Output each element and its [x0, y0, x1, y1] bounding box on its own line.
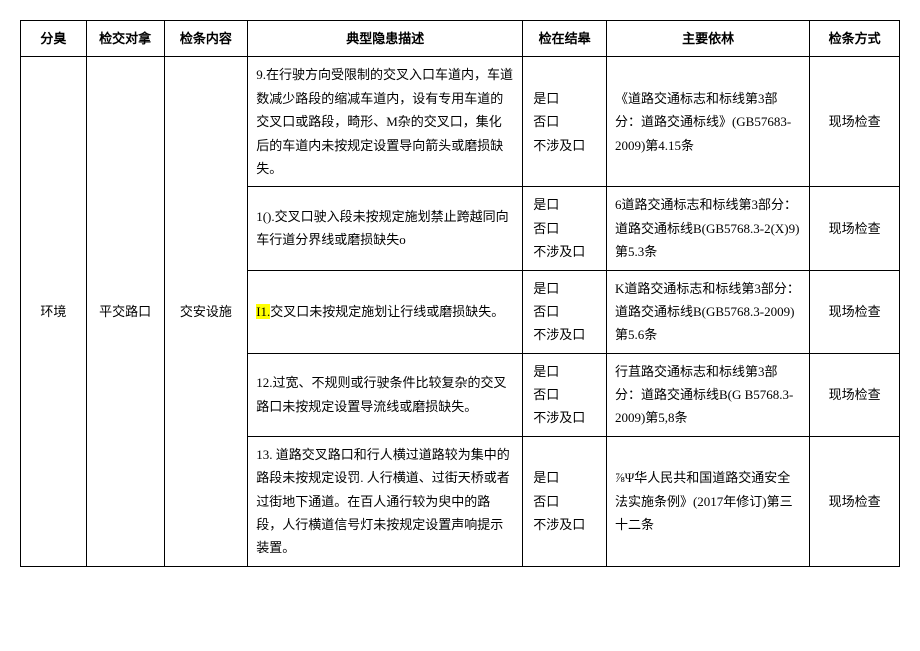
result-na: 不涉及口 [533, 513, 598, 536]
cell-basis: K道路交通标志和标线第3部分：道路交通标线B(GB5768.3-2009)第5.… [606, 270, 809, 353]
desc-text: 在行驶方向受限制的交叉入口车道内，车道数减少路段的缩减车道内，设有专用车道的交叉… [256, 67, 513, 176]
header-cat: 分臭 [21, 21, 87, 57]
desc-number: 1(). [256, 209, 274, 224]
cell-result: 是口否口不涉及口 [523, 187, 607, 270]
cell-method: 现场检查 [810, 270, 900, 353]
cell-result: 是口否口不涉及口 [523, 436, 607, 566]
desc-text: 道路交叉路口和行人横过道路较为集中的路段未按规定设罚. 人行横道、过街天桥或者过… [256, 447, 510, 556]
desc-text: 交叉口未按规定施划让行线或磨损缺失。 [270, 304, 504, 319]
cell-method: 现场检查 [810, 436, 900, 566]
result-na: 不涉及口 [533, 323, 598, 346]
cell-content: 交安设施 [164, 57, 248, 566]
cell-result: 是口否口不涉及口 [523, 57, 607, 187]
cell-description: I1.交叉口未按规定施划让行线或磨损缺失。 [248, 270, 523, 353]
cell-basis: 《道路交通标志和标线第3部分：道路交通标线》(GB57683-2009)第4.1… [606, 57, 809, 187]
desc-number: 9. [256, 67, 266, 82]
cell-method: 现场检查 [810, 57, 900, 187]
inspection-table: 分臭 检交对拿 检条内容 典型隐患描述 检在结皋 主要依林 检条方式 环境平交路… [20, 20, 900, 567]
table-body: 环境平交路口交安设施9.在行驶方向受限制的交叉入口车道内，车道数减少路段的缩减车… [21, 57, 900, 566]
desc-text: 交叉口驶入段未按规定施划禁止跨越同向车行道分界线或磨损缺失o [256, 209, 508, 247]
header-content: 检条内容 [164, 21, 248, 57]
cell-basis: 6道路交通标志和标线第3部分：道路交通标线B(GB5768.3-2(X)9)第5… [606, 187, 809, 270]
result-na: 不涉及口 [533, 406, 598, 429]
header-method: 检条方式 [810, 21, 900, 57]
header-result: 检在结皋 [523, 21, 607, 57]
cell-method: 现场检查 [810, 187, 900, 270]
header-obj: 检交对拿 [86, 21, 164, 57]
result-yes: 是口 [533, 193, 598, 216]
cell-description: 1().交叉口驶入段未按规定施划禁止跨越同向车行道分界线或磨损缺失o [248, 187, 523, 270]
result-na: 不涉及口 [533, 240, 598, 263]
cell-basis: 行苴路交通标志和标线第3部分：道路交通标线B(G B5768.3-2009)第5… [606, 353, 809, 436]
result-yes: 是口 [533, 277, 598, 300]
cell-category: 环境 [21, 57, 87, 566]
header-desc: 典型隐患描述 [248, 21, 523, 57]
result-yes: 是口 [533, 360, 598, 383]
result-no: 否口 [533, 217, 598, 240]
result-no: 否口 [533, 490, 598, 513]
desc-number: I1. [256, 304, 270, 319]
desc-number: 13. [256, 447, 272, 462]
result-no: 否口 [533, 110, 598, 133]
cell-result: 是口否口不涉及口 [523, 270, 607, 353]
header-row: 分臭 检交对拿 检条内容 典型隐患描述 检在结皋 主要依林 检条方式 [21, 21, 900, 57]
cell-method: 现场检查 [810, 353, 900, 436]
result-no: 否口 [533, 383, 598, 406]
cell-description: 12.过宽、不规则或行驶条件比较复杂的交叉路口未按规定设置导流线或磨损缺失。 [248, 353, 523, 436]
cell-description: 13. 道路交叉路口和行人横过道路较为集中的路段未按规定设罚. 人行横道、过街天… [248, 436, 523, 566]
table-row: 环境平交路口交安设施9.在行驶方向受限制的交叉入口车道内，车道数减少路段的缩减车… [21, 57, 900, 187]
cell-result: 是口否口不涉及口 [523, 353, 607, 436]
desc-number: 12. [256, 375, 272, 390]
header-basis: 主要依林 [606, 21, 809, 57]
result-no: 否口 [533, 300, 598, 323]
cell-object: 平交路口 [86, 57, 164, 566]
result-yes: 是口 [533, 466, 598, 489]
desc-text: 过宽、不规则或行驶条件比较复杂的交叉路口未按规定设置导流线或磨损缺失。 [256, 375, 506, 413]
cell-basis: ⅞Ψ华人民共和国道路交通安全法实施条例》(2017年修订)第三十二条 [606, 436, 809, 566]
result-yes: 是口 [533, 87, 598, 110]
result-na: 不涉及口 [533, 134, 598, 157]
cell-description: 9.在行驶方向受限制的交叉入口车道内，车道数减少路段的缩减车道内，设有专用车道的… [248, 57, 523, 187]
